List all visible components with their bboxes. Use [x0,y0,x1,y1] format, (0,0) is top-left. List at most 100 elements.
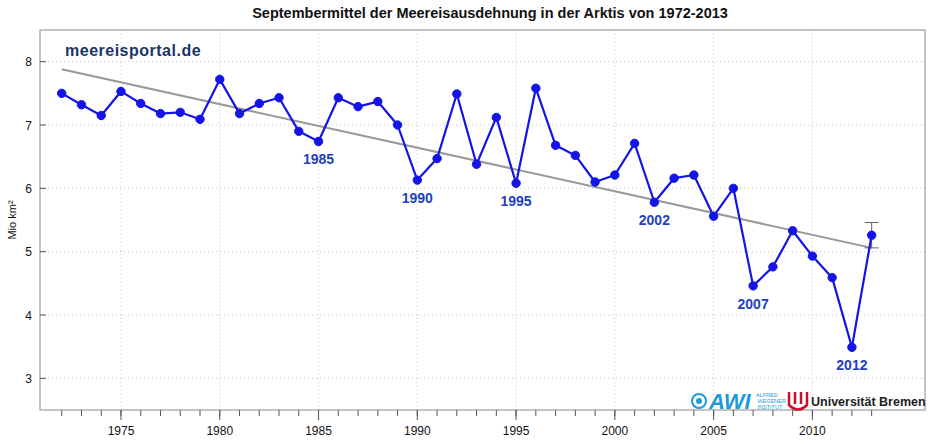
x-minor-tick [456,410,457,416]
x-minor-tick [259,410,260,416]
x-minor-tick [358,410,359,416]
grid-line [40,188,925,189]
annotation: 1985 [303,151,334,167]
grid [40,30,925,410]
x-tick-label: 2010 [799,424,826,438]
data-point [729,184,737,192]
data-point [690,171,698,179]
x-tick [219,410,220,420]
x-minor-tick [792,410,793,416]
x-minor-tick [832,410,833,416]
y-tick-label: 6 [25,182,32,196]
x-minor-tick [753,410,754,416]
error-bar [865,223,879,248]
annotation: 2012 [836,357,867,373]
x-minor-tick [575,410,576,416]
x-minor-tick [555,410,556,416]
grid-line [812,30,813,410]
x-minor-tick [140,410,141,416]
x-minor-tick [81,410,82,416]
data-point [58,89,66,97]
annotation: 2002 [639,212,670,228]
data-point [314,137,322,145]
data-point [867,231,875,239]
plot-background [40,30,925,410]
chart: Septembermittel der Meereisausdehnung in… [0,0,950,445]
data-point [176,108,184,116]
x-minor-tick [693,410,694,416]
x-tick-label: 2000 [602,424,629,438]
x-tick [120,410,121,420]
grid-line [40,315,925,316]
logos: AWIALFRED WEGENER INSTITUTUniversität Br… [692,389,926,414]
data-point [788,227,796,235]
x-minor-tick [377,410,378,416]
data-point [196,115,204,123]
x-tick [812,410,813,420]
data-point [275,94,283,102]
annotation: 1990 [402,190,433,206]
plot-frame [40,30,925,410]
title: Septembermittel der Meereisausdehnung in… [252,5,728,21]
awi-logo-subtext-line: INSTITUT [756,404,783,410]
awi-logo-subtext: ALFRED WEGENER INSTITUT [756,392,786,410]
x-minor-tick [239,410,240,416]
x-minor-tick [535,410,536,416]
data-point [117,87,125,95]
bremen-logo-text: Universität Bremen [811,395,926,409]
x-minor-tick [101,410,102,416]
data-point [216,75,224,83]
data-point [235,109,243,117]
trend-line [62,69,872,248]
y-axis-label: Mio km² [6,200,18,239]
x-tick-label: 1980 [206,424,233,438]
x-minor-tick [298,410,299,416]
x-tick [318,410,319,420]
data-line [62,79,872,347]
page: {"chart_data": { "type": "line", "title"… [0,0,950,445]
y-tick-label: 4 [25,309,32,323]
x-minor-tick [61,410,62,416]
grid-line [516,30,517,410]
grid-line [417,30,418,410]
data-point [611,171,619,179]
data-point [808,252,816,260]
x-minor-tick [634,410,635,416]
x-tick-label: 1990 [404,424,431,438]
x-tick-label: 2005 [700,424,727,438]
y-tick-label: 5 [25,245,32,259]
x-tick-label: 1985 [305,424,332,438]
data-point [393,121,401,129]
data-point [650,198,658,206]
x-minor-tick [476,410,477,416]
x-tick [614,410,615,420]
x-minor-tick [496,410,497,416]
x-tick-label: 1975 [108,424,135,438]
x-minor-tick [338,410,339,416]
y-tick-label: 8 [25,55,32,69]
grid-line [219,30,220,410]
data-point [512,179,520,187]
y-tick-label: 3 [25,372,32,386]
data-point [156,109,164,117]
y-tick [40,61,46,62]
annotation: 2007 [738,296,769,312]
bremen-icon [795,392,801,404]
data-point [848,343,856,351]
data-point [571,151,579,159]
data-point [769,263,777,271]
x-minor-tick [279,410,280,416]
data-point [709,212,717,220]
data-point [433,154,441,162]
data-point [77,101,85,109]
y-tick [40,188,46,189]
data-point [374,97,382,105]
x-minor-tick [160,410,161,416]
x-minor-tick [851,410,852,416]
x-tick-label: 1995 [503,424,530,438]
x-minor-tick [397,410,398,416]
awi-icon [692,394,706,408]
data-point [295,127,303,135]
data-point [354,102,362,110]
data-point [670,174,678,182]
